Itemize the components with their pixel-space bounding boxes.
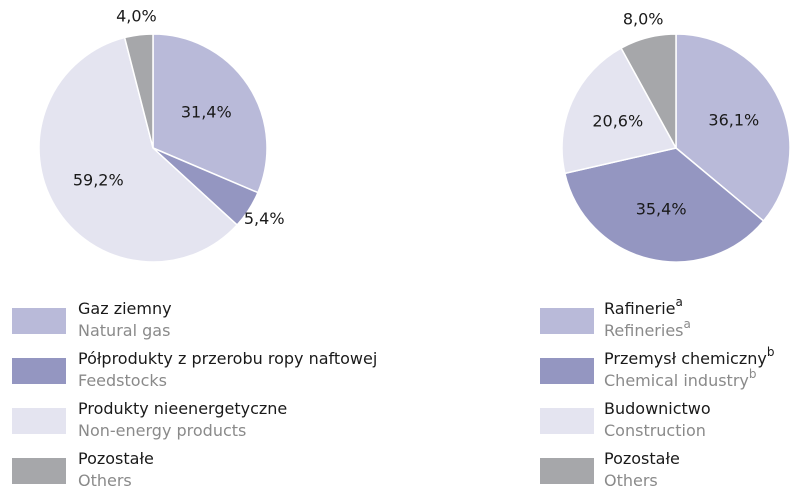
slice — [152, 33, 268, 194]
legend-label-en: Others — [604, 471, 658, 490]
legend-label-en: Refineriesa — [604, 317, 691, 340]
legend-name: Rafinerie — [604, 299, 676, 318]
legend-label-en: Chemical industryb — [604, 367, 756, 390]
legend-label: Produkty nieenergetyczne — [78, 399, 287, 418]
slice — [38, 36, 239, 263]
legend-label: Gaz ziemny — [78, 299, 172, 318]
slice-label: 5,4% — [244, 209, 285, 228]
legend-label-en: Non-energy products — [78, 421, 246, 440]
slice-label: 8,0% — [623, 9, 664, 28]
legend-note-en: a — [684, 317, 691, 331]
slice — [563, 147, 765, 263]
legend-name-en: Chemical industry — [604, 371, 749, 390]
legend-swatch — [540, 308, 594, 334]
legend-label: Budownictwo — [604, 399, 711, 418]
legend-label-en: Others — [78, 471, 132, 490]
legend-label: Przemysł chemicznyb — [604, 345, 774, 368]
legend-name: Półprodukty z przerobu ropy naftowej — [78, 349, 377, 368]
legend-label: Rafineriea — [604, 295, 683, 318]
slice-label: 35,4% — [636, 200, 687, 219]
legend-name: Pozostałe — [78, 449, 154, 468]
slice-label: 59,2% — [73, 170, 124, 189]
legend-swatch — [540, 358, 594, 384]
legend-name-en: Natural gas — [78, 321, 170, 340]
legend-swatch — [540, 458, 594, 484]
slice-label: 4,0% — [116, 6, 157, 25]
legend-label-en: Natural gas — [78, 321, 170, 340]
legend-name: Przemysł chemiczny — [604, 349, 767, 368]
slice — [123, 33, 154, 149]
legend-label-en: Construction — [604, 421, 706, 440]
legend-label: Pozostałe — [78, 449, 154, 468]
legend-note-en: b — [749, 367, 757, 381]
legend-name: Budownictwo — [604, 399, 711, 418]
legend-label-en: Feedstocks — [78, 371, 167, 390]
legend-note: a — [676, 295, 683, 309]
legend-note: b — [767, 345, 775, 359]
legend-name-en: Feedstocks — [78, 371, 167, 390]
legend-name: Gaz ziemny — [78, 299, 172, 318]
slice — [620, 33, 677, 149]
legend-swatch — [12, 458, 66, 484]
legend-name: Pozostałe — [604, 449, 680, 468]
legend-name-en: Others — [604, 471, 658, 490]
legend-label: Pozostałe — [604, 449, 680, 468]
legend-label: Półprodukty z przerobu ropy naftowej — [78, 349, 377, 368]
legend-swatch — [540, 408, 594, 434]
legend-name-en: Others — [78, 471, 132, 490]
legend-name-en: Construction — [604, 421, 706, 440]
legend-swatch — [12, 358, 66, 384]
legend-name: Produkty nieenergetyczne — [78, 399, 287, 418]
legend-name-en: Non-energy products — [78, 421, 246, 440]
slice — [561, 47, 678, 175]
legend-swatch — [12, 308, 66, 334]
slice-label: 31,4% — [181, 102, 232, 121]
slice — [675, 33, 791, 223]
slice-label: 20,6% — [592, 111, 643, 130]
legend-swatch — [12, 408, 66, 434]
legend-name-en: Refineries — [604, 321, 684, 340]
slice-label: 36,1% — [708, 110, 759, 129]
